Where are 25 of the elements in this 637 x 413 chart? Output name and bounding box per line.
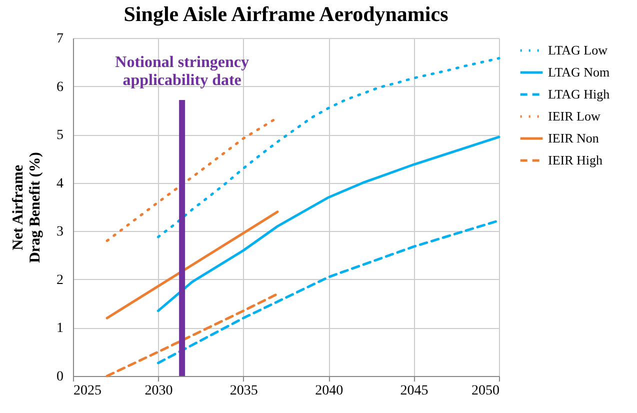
y-tick-label: 0 [56, 370, 64, 384]
x-tick-label: 2035 [230, 384, 258, 398]
y-axis-title: Net Airframe Drag Benefit (%) [10, 152, 44, 263]
y-tick-label: 6 [56, 80, 64, 95]
y-tick-label: 7 [56, 32, 64, 46]
legend-label: IEIR Non [548, 130, 600, 146]
y-tick-label: 4 [56, 176, 64, 192]
y-tick-label: 3 [56, 224, 64, 240]
ref-line-label: Notional stringency applicability date [115, 54, 249, 89]
y-tick-label: 5 [56, 128, 64, 144]
y-tick-label: 2 [56, 272, 64, 288]
x-tick-label: 2045 [400, 384, 428, 398]
x-tick-label: 2050 [472, 384, 500, 398]
legend-label: LTAG Nom [548, 64, 610, 80]
y-tick-label: 1 [56, 321, 64, 336]
line-series [156, 136, 500, 312]
legend-label: IEIR Low [548, 108, 601, 124]
x-tick-label: 2040 [315, 384, 344, 398]
x-tick-label: 2025 [74, 384, 102, 398]
legend-label: LTAG High [548, 86, 610, 102]
x-tick-label: 2030 [144, 384, 173, 398]
chart-title: Single Aisle Airframe Aerodynamics [124, 2, 448, 26]
line-series [106, 292, 279, 378]
legend-label: LTAG Low [548, 42, 608, 58]
legend-label: IEIR High [548, 152, 604, 168]
